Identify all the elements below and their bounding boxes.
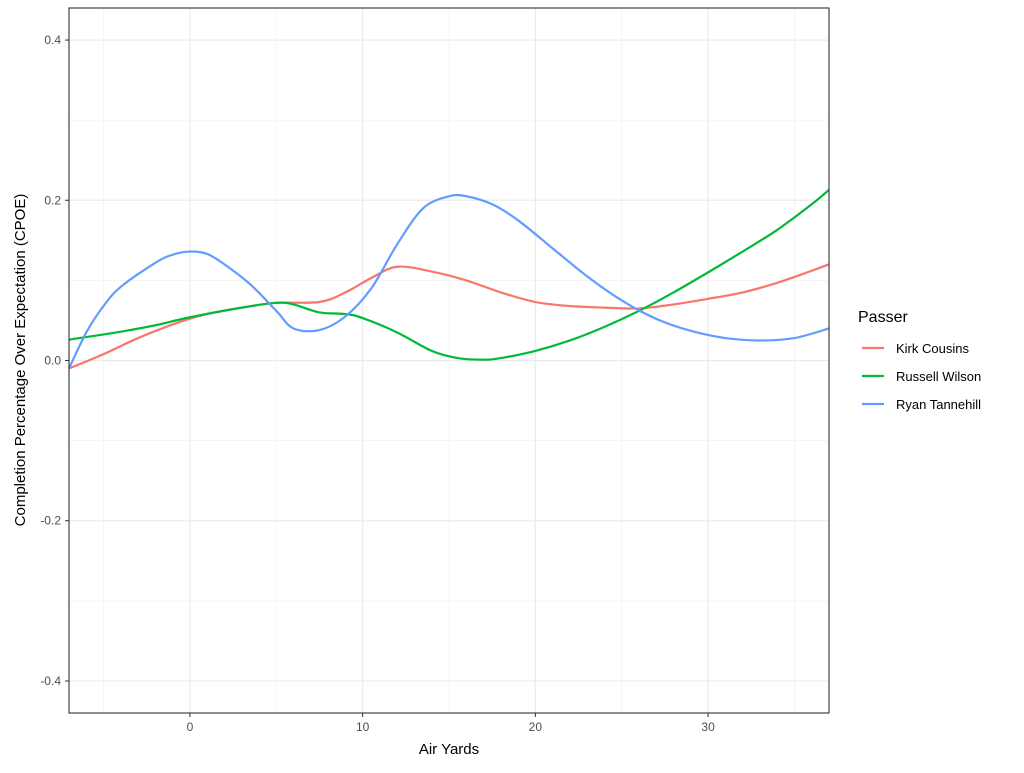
series-line-kirk-cousins: [68, 263, 830, 370]
x-axis: 0 10 20 30: [187, 713, 715, 734]
series-line-ryan-tannehill: [68, 193, 830, 369]
legend-title: Passer: [858, 309, 908, 326]
grid: [69, 8, 829, 713]
series-lines: [68, 189, 830, 370]
x-tick-label: 30: [701, 720, 715, 734]
x-tick-label: 0: [187, 720, 194, 734]
y-tick-label: -0.4: [40, 674, 61, 688]
legend-label-russell-wilson: Russell Wilson: [896, 369, 981, 384]
y-tick-label: 0.0: [44, 354, 61, 368]
y-tick-label: -0.2: [40, 514, 61, 528]
legend-label-kirk-cousins: Kirk Cousins: [896, 341, 969, 356]
series-line-russell-wilson: [68, 189, 830, 361]
legend: Passer Kirk Cousins Russell Wilson Ryan Ta…: [858, 309, 981, 412]
y-tick-label: 0.2: [44, 193, 61, 207]
y-tick-label: 0.4: [44, 33, 61, 47]
x-tick-label: 20: [529, 720, 543, 734]
y-axis-title: Completion Percentage Over Expectation (…: [12, 194, 29, 527]
legend-label-ryan-tannehill: Ryan Tannehill: [896, 397, 981, 412]
x-tick-label: 10: [356, 720, 370, 734]
x-axis-title: Air Yards: [419, 741, 479, 758]
y-axis: -0.4 -0.2 0.0 0.2 0.4: [40, 33, 69, 688]
